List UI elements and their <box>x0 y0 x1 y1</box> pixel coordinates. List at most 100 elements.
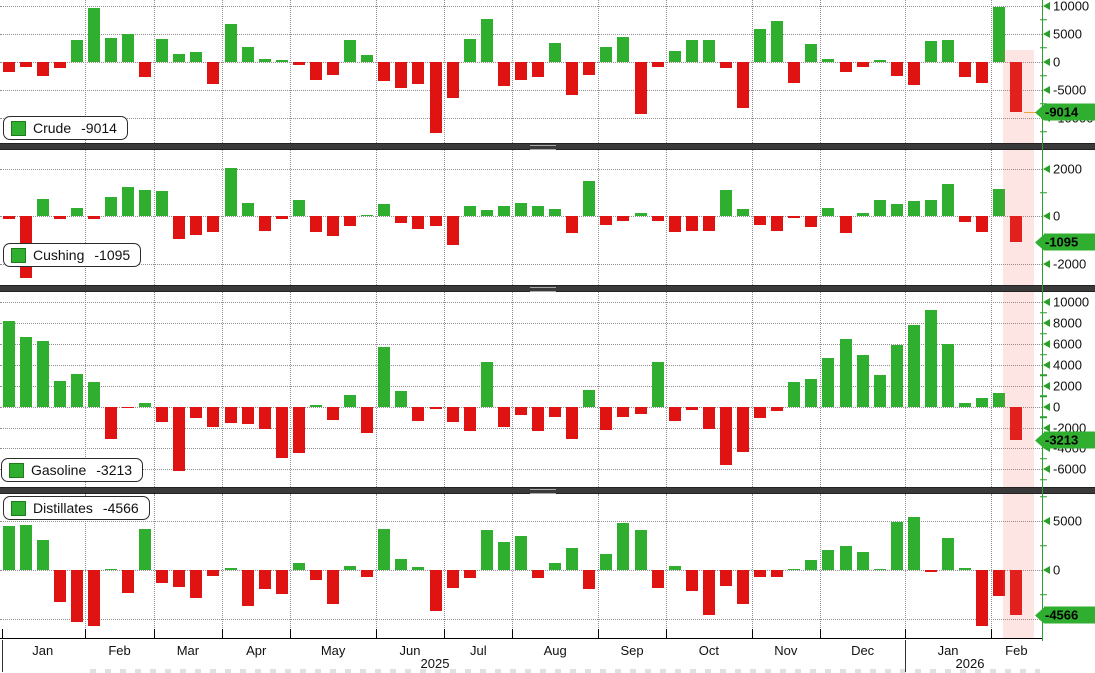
bar <box>651 61 664 67</box>
axis-tick-arrow-icon <box>1043 259 1050 268</box>
bar <box>463 570 476 579</box>
bar <box>685 216 698 231</box>
year-label-2025: 2025 <box>420 656 450 671</box>
bar <box>258 570 271 590</box>
bar <box>378 61 391 82</box>
gridline-v <box>666 494 668 638</box>
legend-distillates[interactable]: Distillates -4566 <box>3 496 150 520</box>
gridline-v <box>990 494 992 638</box>
gridline-v <box>751 292 753 487</box>
bar <box>104 569 117 571</box>
legend-crude[interactable]: Crude -9014 <box>3 116 128 140</box>
gridline-v <box>990 0 992 143</box>
bar <box>241 46 254 62</box>
bar <box>87 570 100 627</box>
legend-crude-value: -9014 <box>81 120 117 136</box>
bar <box>839 545 852 571</box>
bar <box>942 538 954 571</box>
legend-cushing-label: Cushing <box>33 247 85 263</box>
bar <box>241 406 254 425</box>
bar <box>87 216 100 219</box>
axis-tick-arrow-icon <box>1043 1 1050 10</box>
bar <box>139 529 152 571</box>
bar <box>104 196 117 217</box>
gridline-h <box>0 448 1042 450</box>
bar <box>617 406 630 417</box>
legend-distillates-label: Distillates <box>33 500 93 516</box>
bar <box>737 209 750 217</box>
gridline-v <box>222 292 224 487</box>
bar <box>583 390 596 407</box>
splitter-grip-icon[interactable] <box>530 489 556 494</box>
axis-tick-minor <box>1040 131 1047 133</box>
panel-splitter[interactable] <box>0 487 1095 494</box>
bar <box>36 540 49 571</box>
gridline-h <box>0 619 1042 621</box>
bar <box>890 345 903 407</box>
bar <box>173 406 186 472</box>
time-axis-tick <box>375 629 377 639</box>
gridline-v <box>990 292 992 487</box>
gridline-v <box>444 494 446 638</box>
bar <box>344 216 357 226</box>
gridline-v <box>290 292 292 487</box>
gridline-h <box>0 364 1042 366</box>
bar <box>942 344 954 407</box>
gridline-v <box>444 292 446 487</box>
gridline-v <box>375 0 377 143</box>
bar <box>70 208 83 217</box>
bar <box>924 309 937 407</box>
time-axis-tick <box>819 629 821 639</box>
bar <box>480 361 493 407</box>
distillates-panel <box>0 494 1042 638</box>
bar <box>532 570 545 579</box>
bar <box>651 361 664 407</box>
distillates-swatch-icon <box>11 500 26 516</box>
bar <box>53 570 66 602</box>
month-label: Apr <box>246 643 267 658</box>
bar <box>805 43 818 62</box>
gridline-v <box>512 0 514 143</box>
panel-splitter[interactable] <box>0 143 1095 150</box>
bar <box>497 406 510 427</box>
bar <box>104 38 117 62</box>
bar <box>309 570 322 581</box>
bar <box>395 558 408 571</box>
bar <box>617 523 630 571</box>
legend-cushing[interactable]: Cushing -1095 <box>3 243 142 267</box>
year-separator <box>905 640 907 672</box>
gridline-h <box>0 89 1042 91</box>
bar <box>497 542 510 571</box>
gridline-h <box>0 469 1042 471</box>
bar <box>959 216 972 223</box>
time-axis-tick <box>666 629 668 639</box>
bar <box>668 51 681 62</box>
splitter-grip-icon[interactable] <box>530 145 556 150</box>
bar <box>685 406 698 410</box>
badge-arrow-icon <box>1035 607 1044 624</box>
gridline-v <box>85 292 87 487</box>
bar <box>668 406 681 422</box>
bar <box>668 216 681 232</box>
time-axis-tick <box>597 629 599 639</box>
bar <box>583 61 596 75</box>
bar <box>292 199 305 217</box>
bar <box>617 37 630 62</box>
bar <box>651 216 664 222</box>
panel-splitter[interactable] <box>0 285 1095 292</box>
bar <box>2 526 15 571</box>
bar <box>890 204 903 217</box>
bar <box>822 357 835 407</box>
legend-gasoline[interactable]: Gasoline -3213 <box>1 458 144 482</box>
bar <box>122 570 135 593</box>
gridline-v <box>85 150 87 285</box>
bar <box>275 60 288 62</box>
splitter-grip-icon[interactable] <box>530 287 556 292</box>
year-separator <box>2 640 3 672</box>
bar <box>702 40 715 62</box>
bar <box>139 190 152 217</box>
bar <box>788 61 801 83</box>
bar <box>719 190 732 217</box>
bar <box>839 61 852 72</box>
